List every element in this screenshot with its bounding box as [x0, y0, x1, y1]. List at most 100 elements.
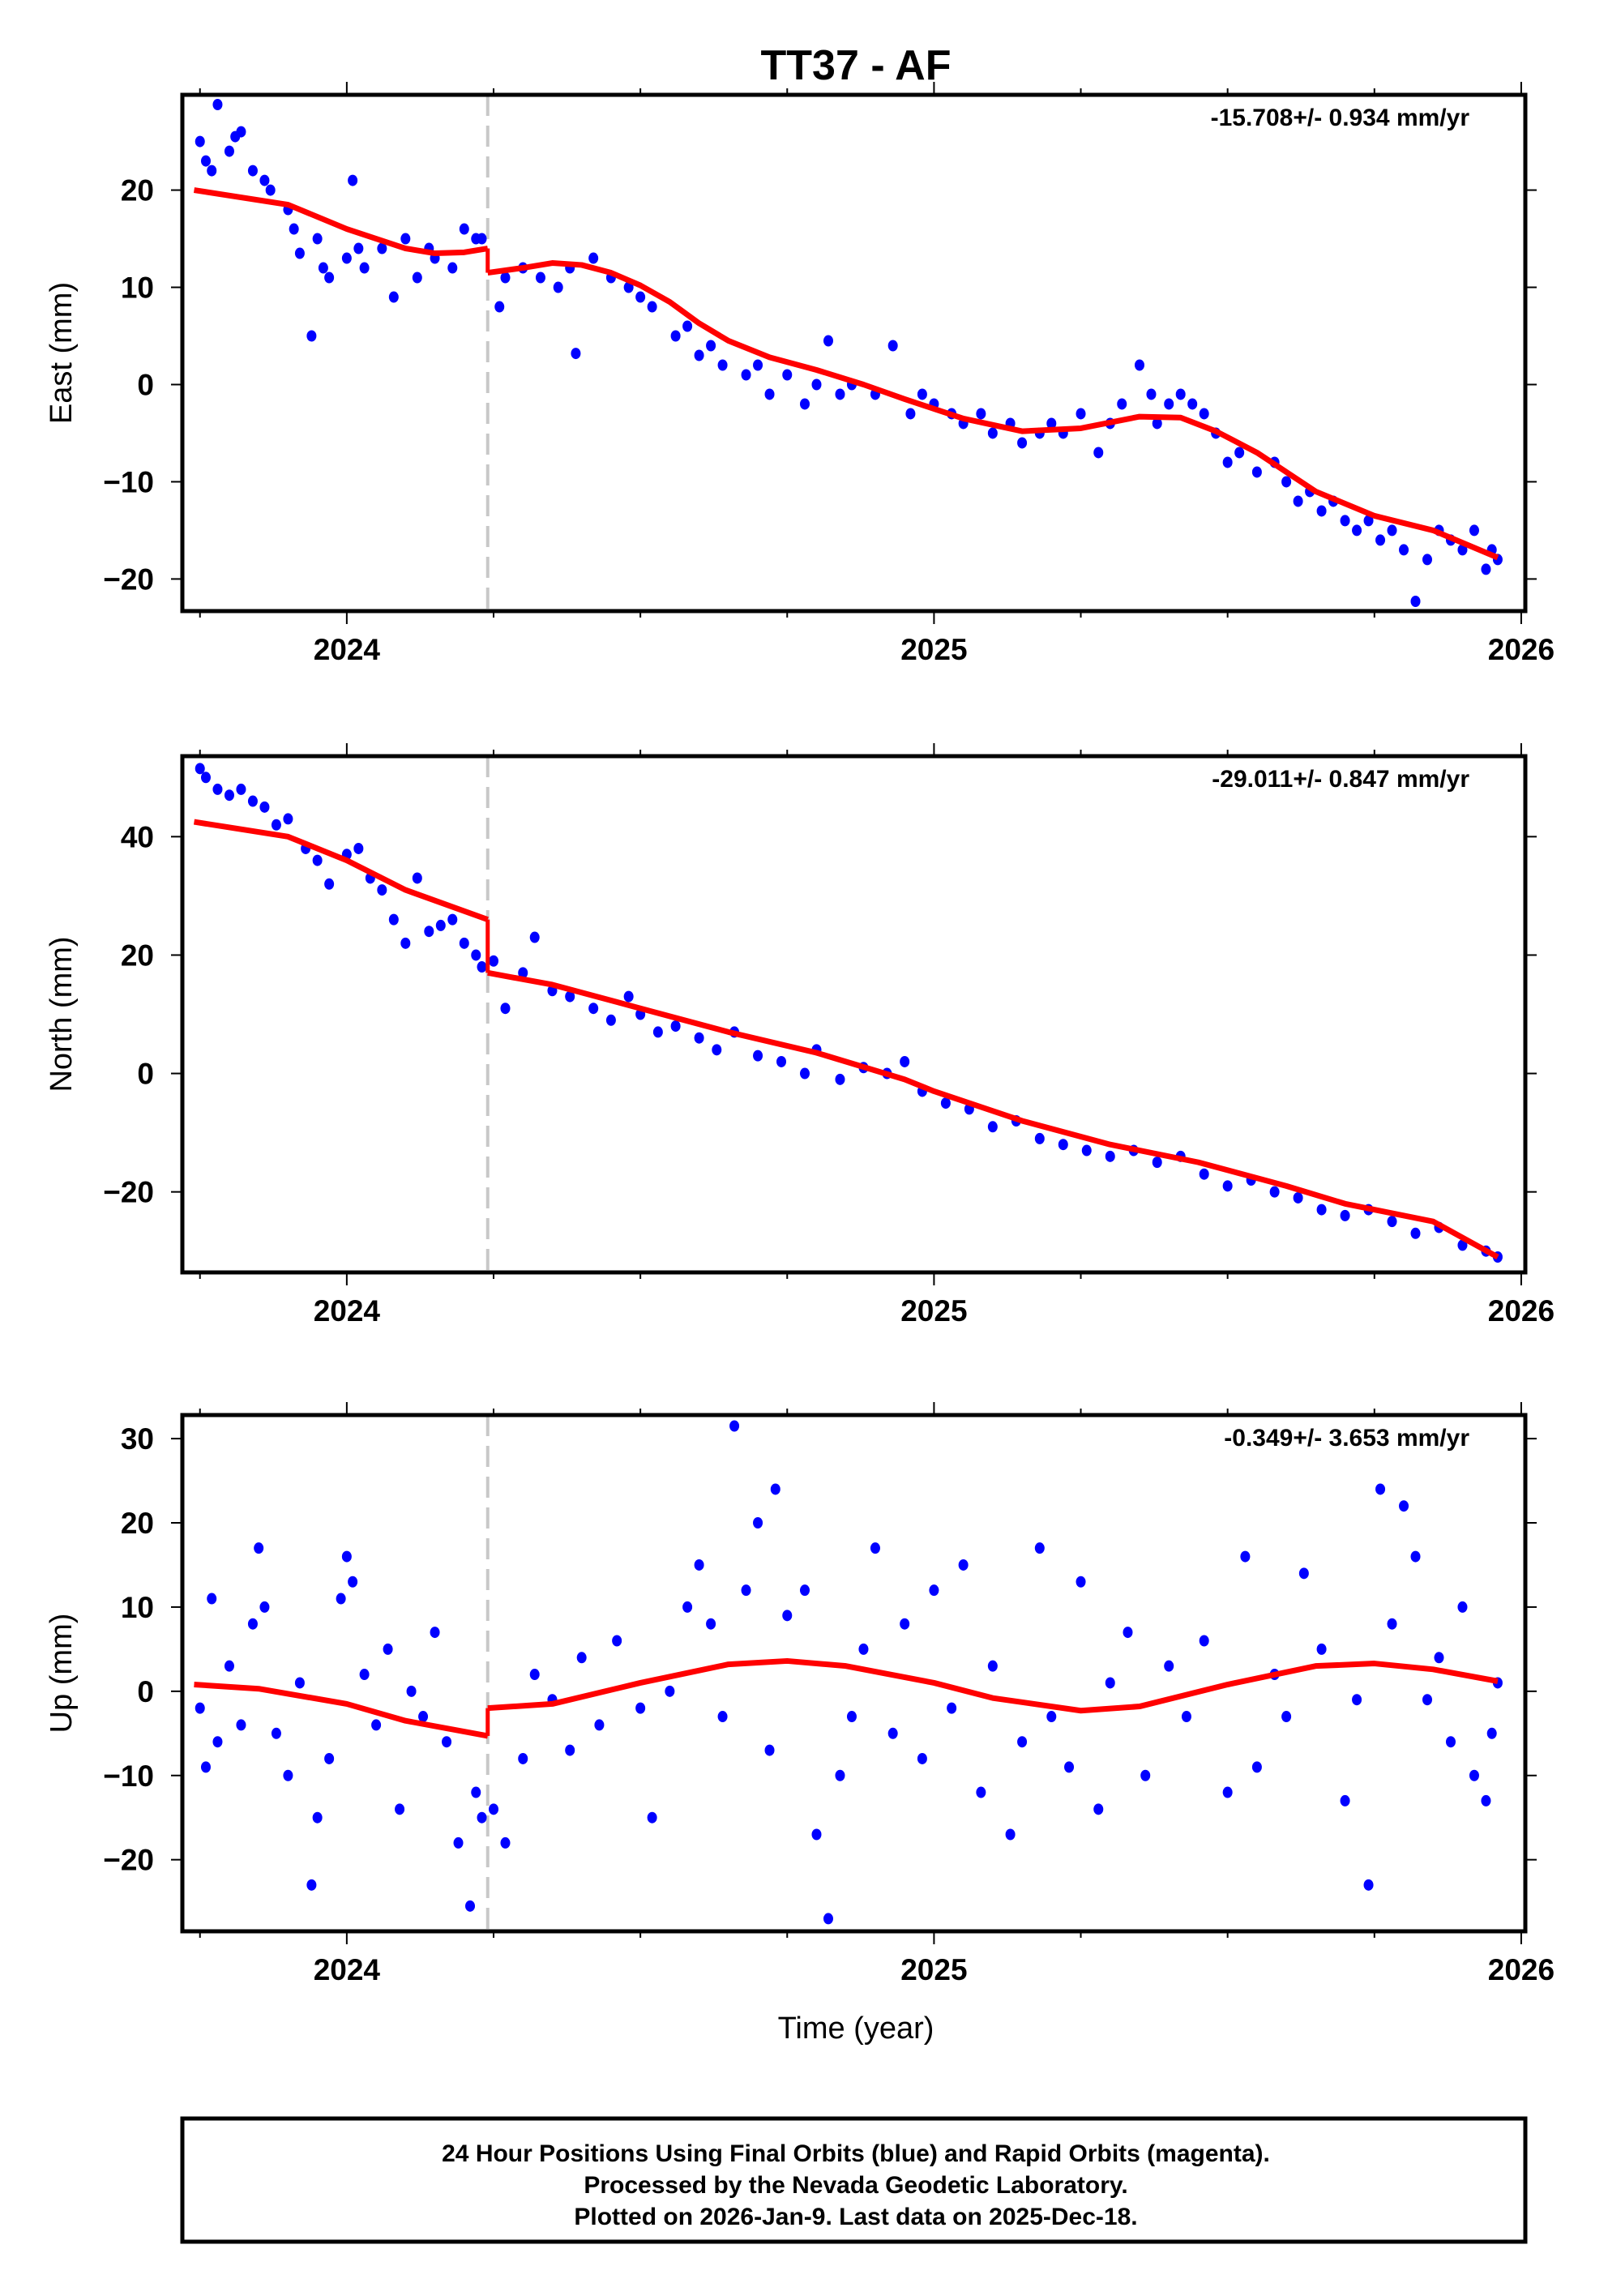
data-point	[259, 174, 270, 186]
plot-frame	[180, 92, 1528, 614]
data-point	[1251, 466, 1262, 478]
data-point	[670, 330, 681, 342]
data-point	[212, 1736, 223, 1748]
data-point	[359, 262, 370, 274]
data-point	[1399, 544, 1409, 556]
data-point	[254, 1542, 264, 1554]
data-point	[306, 1879, 317, 1891]
data-point	[1240, 1550, 1251, 1563]
data-point	[336, 1593, 346, 1605]
data-point	[835, 1769, 845, 1781]
data-point	[1293, 495, 1303, 507]
panel-up: 2024 2025 2026 −20 −10 0 10 20 30 Up (mm) -0.349+/…	[45, 1402, 1555, 1986]
data-point	[858, 1643, 869, 1655]
data-point	[236, 126, 246, 138]
y-axis-title: North (mm)	[45, 936, 79, 1092]
data-point	[594, 1719, 605, 1731]
chart-title: TT37 - AF	[761, 42, 952, 89]
data-point	[1164, 1660, 1174, 1672]
data-point	[1481, 1794, 1491, 1806]
data-point	[1469, 1769, 1479, 1781]
data-point	[670, 1020, 681, 1033]
data-point	[371, 1719, 382, 1731]
data-point	[435, 919, 446, 931]
data-point	[1422, 554, 1433, 566]
data-point	[324, 878, 335, 890]
data-point	[764, 1744, 775, 1756]
data-point	[835, 388, 845, 400]
x-tick-label: 2025	[900, 633, 967, 666]
y-tick-label: −20	[103, 1844, 154, 1877]
data-point	[1410, 1550, 1421, 1563]
data-point	[1199, 1635, 1209, 1647]
data-point	[741, 369, 751, 381]
data-point	[353, 842, 364, 854]
data-point	[652, 1026, 663, 1038]
data-point	[753, 1050, 763, 1062]
data-point	[694, 1032, 704, 1044]
y-tick-label: −10	[103, 1759, 154, 1793]
data-point	[459, 937, 469, 949]
model-fit-line	[487, 969, 1499, 1260]
x-tick-label: 2026	[1488, 1294, 1555, 1328]
data-point	[312, 233, 323, 245]
data-point	[846, 1711, 857, 1723]
data-point	[341, 252, 352, 264]
y-tick-label: 10	[121, 1591, 154, 1624]
data-point	[811, 378, 822, 391]
data-point	[359, 1669, 370, 1681]
y-axis-title: Up (mm)	[45, 1614, 79, 1734]
data-point	[207, 1593, 217, 1605]
data-point	[1140, 1769, 1151, 1781]
data-point	[236, 1719, 246, 1731]
data-point	[887, 340, 898, 352]
data-point	[565, 1744, 575, 1756]
data-point	[224, 145, 234, 157]
data-point	[294, 247, 305, 259]
data-point	[553, 281, 563, 293]
data-point	[823, 1913, 833, 1925]
model-fit-line	[487, 1657, 1499, 1714]
data-point	[1146, 388, 1157, 400]
data-point	[283, 1769, 293, 1781]
plot-frame	[180, 1413, 1528, 1934]
plot-frame	[180, 754, 1528, 1275]
data-point	[500, 272, 511, 284]
data-point	[1399, 1500, 1409, 1512]
data-point	[1375, 534, 1386, 546]
data-point	[195, 763, 205, 775]
data-point	[958, 1558, 969, 1571]
data-point	[623, 990, 634, 1003]
x-tick-label: 2024	[314, 1953, 381, 1986]
data-point	[1316, 1204, 1327, 1216]
panel-north: 2024 2025 2026 −20 0 20 40 North (mm) -29.011+/-…	[45, 743, 1555, 1328]
data-point	[247, 795, 258, 807]
data-point	[887, 1727, 898, 1739]
data-point	[271, 819, 281, 831]
data-point	[647, 1811, 657, 1824]
data-point	[1481, 563, 1491, 575]
data-point	[447, 262, 458, 274]
footer-line-2: Processed by the Nevada Geodetic Laborat…	[584, 2172, 1127, 2199]
data-point	[1457, 1239, 1468, 1251]
y-tick-label: 0	[137, 1675, 154, 1708]
data-point	[753, 1517, 763, 1529]
data-point	[717, 359, 728, 371]
data-point	[195, 1702, 205, 1714]
data-point	[623, 281, 634, 293]
y-axis-title: East (mm)	[45, 282, 79, 424]
data-point	[471, 1786, 481, 1798]
y-tick-label: 20	[121, 938, 154, 972]
data-point	[348, 174, 358, 186]
y-tick-label: 30	[121, 1422, 154, 1456]
data-point	[565, 990, 575, 1003]
data-point	[917, 388, 927, 400]
data-point	[1457, 544, 1468, 556]
data-point	[1222, 456, 1233, 468]
data-point	[453, 1836, 464, 1849]
data-point	[1363, 515, 1374, 527]
y-tick-label: 20	[121, 1507, 154, 1540]
data-point	[377, 884, 387, 896]
data-point	[259, 801, 270, 813]
data-point	[477, 233, 487, 245]
